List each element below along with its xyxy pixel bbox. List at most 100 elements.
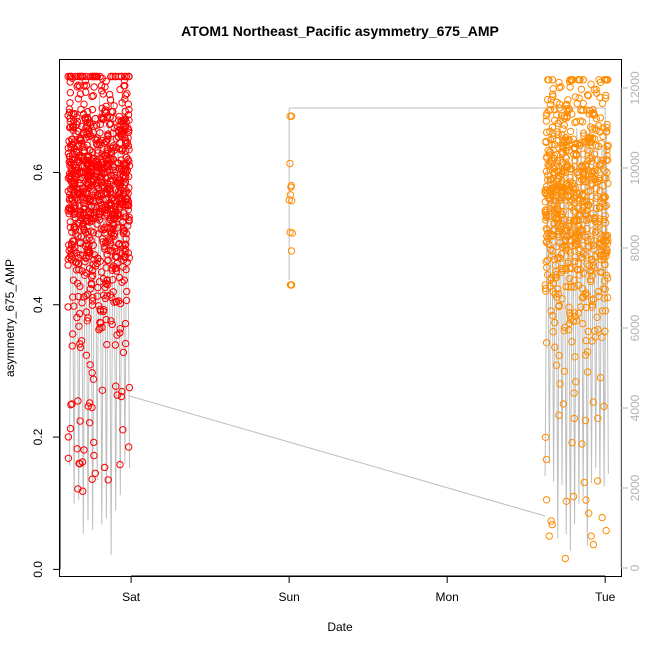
- data-point: [571, 353, 579, 361]
- data-point: [102, 138, 111, 146]
- data-point: [68, 186, 76, 194]
- data-point: [570, 414, 578, 423]
- x-tick-label: Sat: [122, 590, 141, 604]
- data-point: [286, 159, 294, 168]
- data-point: [592, 185, 601, 193]
- data-point: [569, 317, 578, 325]
- data-point: [114, 159, 122, 167]
- data-point: [76, 417, 84, 425]
- data-point: [555, 104, 563, 112]
- chart-title: ATOM1 Northeast_Pacific asymmetry_675_AM…: [181, 23, 499, 39]
- data-point: [106, 96, 115, 104]
- data-point: [600, 402, 608, 411]
- data-point: [73, 313, 81, 322]
- data-point: [79, 168, 88, 176]
- data-point: [87, 210, 95, 218]
- data-point: [549, 328, 557, 336]
- data-point: [102, 238, 110, 246]
- data-point: [560, 241, 568, 250]
- data-point: [125, 72, 133, 81]
- data-point: [112, 135, 121, 143]
- data-point: [571, 93, 580, 101]
- data-point: [83, 160, 92, 169]
- data-point: [94, 149, 102, 157]
- y2-tick-label: 0: [628, 564, 642, 571]
- data-point: [567, 283, 575, 291]
- data-point: [598, 333, 606, 341]
- data-point: [78, 122, 86, 131]
- data-point: [90, 172, 98, 181]
- data-point: [547, 175, 556, 183]
- x-tick-label: Tue: [595, 590, 616, 604]
- data-point: [553, 128, 561, 136]
- data-point: [596, 114, 604, 122]
- data-point: [547, 307, 555, 315]
- data-point: [561, 554, 569, 563]
- data-point: [586, 123, 595, 131]
- data-point: [120, 76, 129, 85]
- data-point: [72, 130, 80, 138]
- data-point: [67, 143, 75, 152]
- data-point: [572, 118, 581, 126]
- y2-tick-label: 10000: [628, 151, 642, 185]
- data-point: [112, 264, 121, 272]
- data-point: [100, 242, 109, 251]
- data-point: [81, 214, 90, 222]
- data-point: [551, 116, 559, 125]
- data-point: [543, 256, 552, 264]
- data-point: [603, 246, 611, 254]
- data-point: [552, 214, 560, 223]
- data-point: [88, 271, 97, 280]
- secondary-trace-segment: [129, 395, 546, 517]
- data-point: [114, 133, 123, 141]
- y-tick-label: 0.6: [31, 164, 45, 181]
- data-point: [81, 217, 90, 225]
- data-point: [558, 295, 566, 303]
- data-point: [594, 414, 602, 422]
- data-point: [542, 339, 551, 347]
- data-point: [88, 301, 97, 309]
- data-point: [67, 401, 75, 409]
- data-point: [583, 348, 592, 356]
- data-point: [125, 216, 133, 224]
- data-point: [94, 178, 102, 187]
- data-point: [579, 169, 587, 178]
- data-point: [557, 83, 565, 91]
- data-point: [114, 224, 122, 232]
- data-point: [118, 278, 126, 286]
- data-point: [568, 338, 576, 346]
- data-point: [125, 106, 133, 114]
- data-point: [90, 256, 98, 264]
- data-point: [103, 224, 112, 233]
- data-point: [287, 281, 295, 289]
- data-point: [546, 148, 554, 156]
- data-point: [590, 258, 598, 266]
- data-point: [99, 90, 107, 98]
- data-point: [575, 309, 583, 317]
- data-point: [542, 138, 550, 146]
- data-point: [110, 163, 118, 171]
- data-point: [551, 215, 560, 223]
- data-point: [602, 201, 610, 210]
- data-point: [75, 322, 83, 330]
- data-point: [578, 162, 586, 171]
- data-point: [95, 216, 104, 224]
- data-point: [64, 149, 73, 158]
- data-point: [108, 320, 116, 329]
- data-point: [589, 398, 597, 406]
- data-point: [113, 391, 121, 399]
- data-point: [561, 323, 569, 332]
- data-point: [102, 189, 111, 197]
- data-point: [107, 201, 115, 209]
- data-point: [590, 86, 598, 94]
- data-point: [602, 174, 610, 182]
- data-point: [579, 129, 588, 137]
- data-point: [96, 141, 104, 149]
- data-point: [82, 81, 91, 90]
- data-point: [570, 276, 578, 284]
- data-point: [561, 153, 569, 161]
- data-point: [546, 165, 554, 173]
- data-point: [96, 324, 104, 332]
- data-point: [123, 287, 131, 296]
- data-point: [72, 266, 81, 274]
